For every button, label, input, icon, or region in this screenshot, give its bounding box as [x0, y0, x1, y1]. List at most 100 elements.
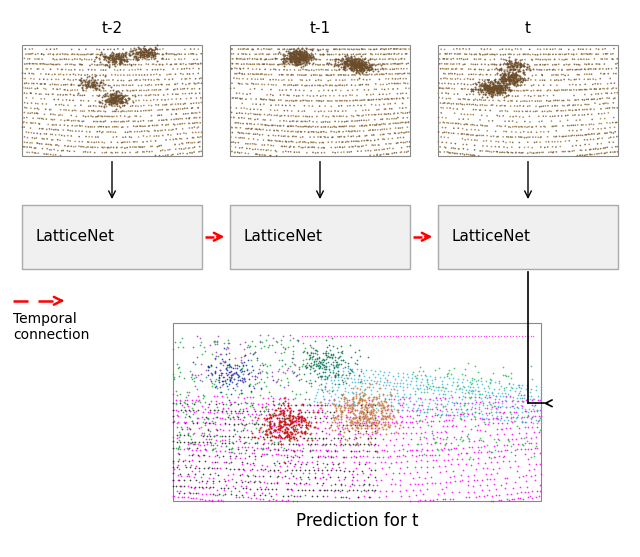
Point [468, 482, 479, 491]
Point [399, 148, 410, 157]
Point [233, 442, 243, 451]
Point [328, 55, 338, 64]
Point [311, 138, 321, 147]
Point [274, 399, 284, 408]
Point [215, 366, 225, 375]
Point [543, 133, 553, 141]
Point [484, 82, 494, 91]
Point [301, 479, 311, 488]
Point [26, 119, 36, 128]
Point [56, 81, 67, 90]
Point [139, 47, 149, 56]
Point [532, 65, 542, 74]
Point [598, 144, 609, 153]
Point [295, 446, 305, 455]
Point [85, 101, 95, 110]
Point [206, 435, 216, 444]
Point [557, 66, 567, 75]
Point [278, 367, 289, 376]
Point [336, 402, 346, 411]
Point [312, 407, 323, 416]
Point [354, 61, 364, 70]
Point [257, 358, 268, 367]
Point [323, 470, 333, 478]
Point [381, 380, 391, 389]
Point [323, 118, 333, 126]
Point [377, 120, 387, 129]
Point [345, 91, 355, 100]
Point [53, 80, 63, 89]
Point [426, 417, 436, 426]
Point [458, 94, 468, 103]
Point [332, 379, 342, 388]
Point [153, 111, 163, 120]
Point [342, 117, 353, 126]
Point [517, 413, 527, 422]
Point [267, 416, 277, 425]
Point [305, 331, 316, 340]
Point [141, 52, 151, 61]
Point [535, 426, 545, 434]
Point [449, 410, 460, 419]
Point [268, 412, 278, 421]
Point [328, 452, 338, 461]
Point [353, 61, 363, 70]
Point [352, 59, 362, 68]
Point [368, 415, 378, 424]
Point [360, 486, 371, 495]
Point [353, 63, 363, 72]
Point [336, 57, 346, 66]
Point [429, 434, 439, 443]
Point [340, 62, 351, 71]
Point [193, 370, 203, 379]
Point [127, 60, 137, 69]
Point [367, 95, 377, 104]
Point [100, 53, 110, 62]
Point [284, 491, 294, 500]
Point [32, 139, 42, 148]
Point [72, 91, 83, 100]
Point [573, 111, 584, 120]
Point [392, 451, 403, 460]
Point [502, 59, 512, 68]
Point [41, 140, 51, 149]
Point [182, 431, 193, 440]
Point [460, 110, 470, 119]
Point [46, 140, 56, 149]
Point [260, 426, 271, 435]
Point [376, 150, 386, 159]
Point [249, 449, 259, 458]
Point [218, 358, 228, 367]
Point [81, 50, 92, 59]
Point [259, 60, 269, 69]
Point [349, 374, 360, 383]
Point [350, 381, 360, 390]
Point [388, 402, 398, 411]
Point [495, 84, 505, 92]
Point [564, 136, 574, 145]
Point [462, 55, 472, 63]
Point [170, 100, 180, 109]
Point [288, 411, 298, 420]
Point [298, 52, 308, 61]
Point [296, 128, 307, 136]
Point [422, 456, 432, 465]
Point [95, 61, 105, 70]
Point [522, 381, 532, 390]
Point [172, 79, 182, 88]
Point [508, 112, 518, 121]
Point [472, 331, 483, 340]
Point [108, 113, 118, 121]
Point [402, 148, 412, 157]
Point [393, 129, 403, 138]
Point [214, 453, 224, 462]
Point [547, 66, 557, 75]
Point [252, 50, 262, 58]
Point [204, 484, 214, 493]
Point [376, 377, 386, 385]
Point [275, 91, 285, 100]
Point [300, 417, 310, 426]
Point [312, 118, 322, 126]
Point [340, 421, 351, 429]
Point [97, 83, 107, 92]
